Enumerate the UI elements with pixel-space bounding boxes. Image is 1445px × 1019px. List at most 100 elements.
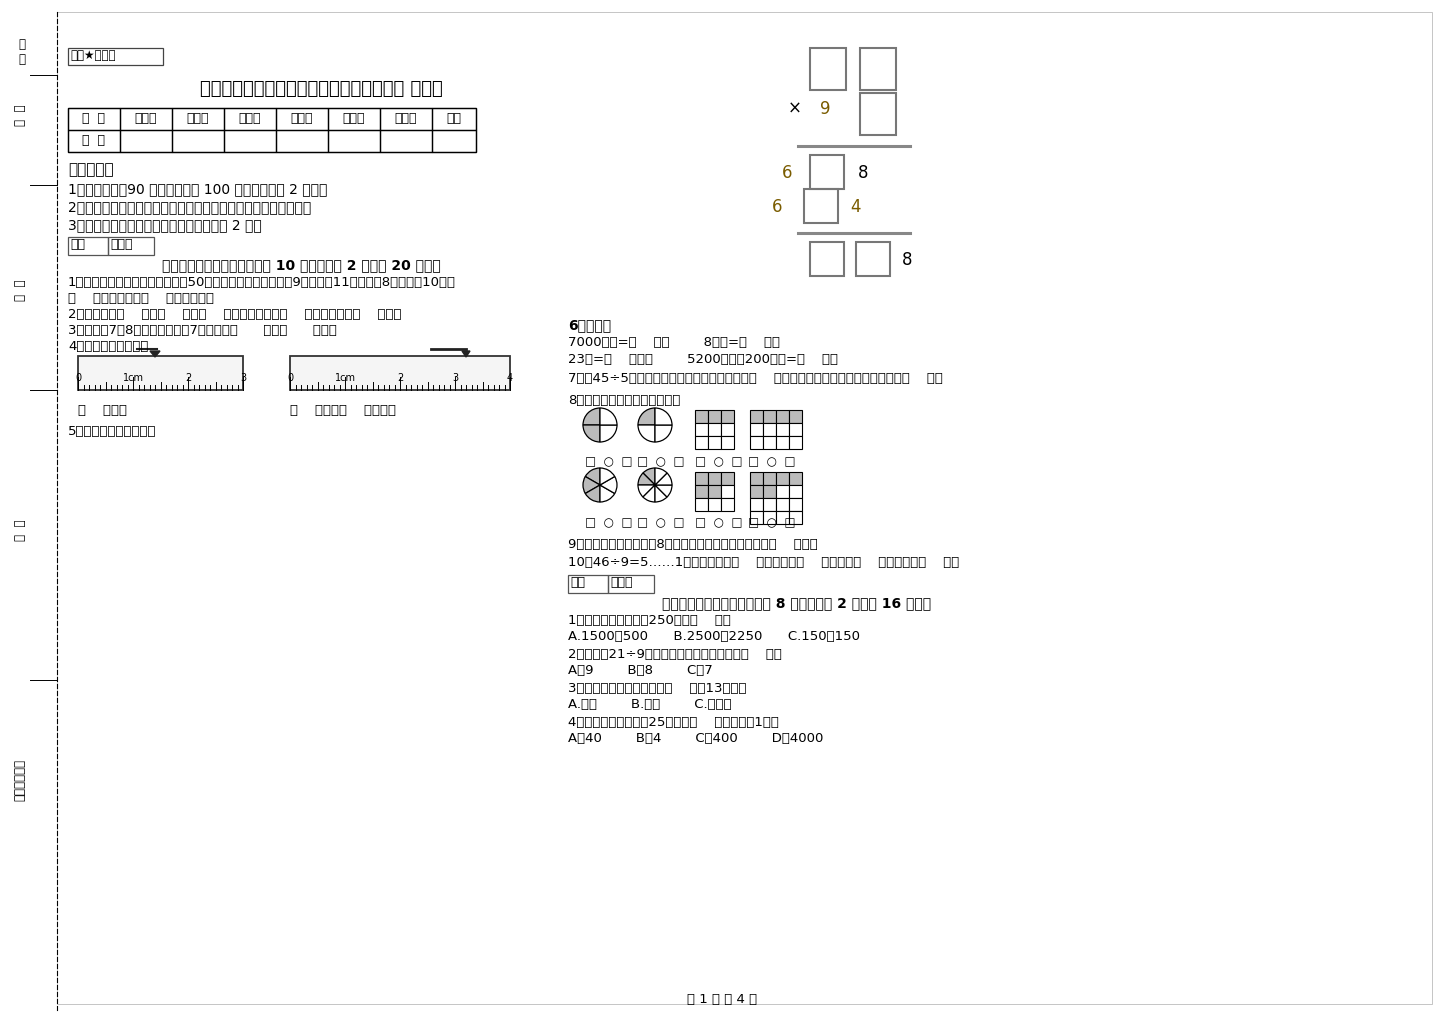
Bar [776, 498, 789, 511]
Text: 计算题: 计算题 [290, 112, 314, 125]
Text: 3、不要在试卷上乱写乱画，卷面不整洁扣 2 分。: 3、不要在试卷上乱写乱画，卷面不整洁扣 2 分。 [68, 218, 262, 232]
Text: 应用题: 应用题 [394, 112, 418, 125]
Text: □  ○  □: □ ○ □ [585, 516, 633, 529]
Text: 得分: 得分 [569, 576, 585, 589]
Wedge shape [643, 468, 655, 485]
Bar [721, 410, 734, 423]
Bar [276, 130, 328, 152]
Text: 学  校: 学 校 [13, 520, 26, 541]
Bar [68, 108, 120, 130]
Bar [721, 436, 734, 449]
Text: 7000千克=（    ）吨        8千克=（    ）克: 7000千克=（ ）吨 8千克=（ ）克 [568, 336, 780, 348]
Text: 判断题: 判断题 [238, 112, 262, 125]
Bar [695, 485, 708, 498]
Text: 综合题: 综合题 [342, 112, 366, 125]
Text: 题  号: 题 号 [82, 112, 105, 125]
Text: 2、要使口21÷9的商是三位数，口里只能填（    ）。: 2、要使口21÷9的商是三位数，口里只能填（ ）。 [568, 648, 782, 661]
Bar [708, 436, 721, 449]
Bar [290, 356, 510, 390]
Text: 内蒙古重点小学三年级数学下学期月考试卷 附解析: 内蒙古重点小学三年级数学下学期月考试卷 附解析 [199, 81, 442, 98]
Text: □  ○  □: □ ○ □ [637, 516, 685, 529]
Bar [721, 498, 734, 511]
Text: （    ）毫米: （ ）毫米 [78, 404, 127, 417]
Bar [763, 436, 776, 449]
Bar [120, 108, 172, 130]
Polygon shape [462, 351, 470, 357]
Text: 得  分: 得 分 [82, 135, 105, 147]
Bar [708, 423, 721, 436]
Bar [172, 108, 224, 130]
Wedge shape [639, 473, 655, 485]
Bar [750, 485, 763, 498]
Text: □  ○  □: □ ○ □ [695, 516, 743, 529]
Text: 评卷人: 评卷人 [110, 238, 133, 251]
Text: 一、用心思考，正确填空（共 10 小题，每题 2 分，共 20 分）。: 一、用心思考，正确填空（共 10 小题，每题 2 分，共 20 分）。 [162, 258, 441, 272]
Bar [750, 472, 763, 485]
Text: A.1500－500      B.2500－2250      C.150＋150: A.1500－500 B.2500－2250 C.150＋150 [568, 630, 860, 643]
Text: 9、小明从一楼到三楼用8秒，照这样他从一楼到五楼用（    ）秒。: 9、小明从一楼到三楼用8秒，照这样他从一楼到五楼用（ ）秒。 [568, 538, 818, 551]
Bar [789, 423, 802, 436]
Bar [380, 108, 432, 130]
Text: 1cm: 1cm [123, 373, 143, 383]
Bar [276, 108, 328, 130]
Bar [328, 108, 380, 130]
Wedge shape [655, 425, 672, 442]
Text: 8、看图写分数，并比较大小。: 8、看图写分数，并比较大小。 [568, 394, 681, 407]
Bar [763, 485, 776, 498]
Bar [78, 356, 243, 390]
Text: 3、按农历计算，有的年份（    ）有13个月。: 3、按农历计算，有的年份（ ）有13个月。 [568, 682, 747, 695]
Text: 10、46÷9=5……1中，被除数是（    ），除数是（    ），商是（    ），余数是（    ）。: 10、46÷9=5……1中，被除数是（ ），除数是（ ），商是（ ），余数是（ … [568, 556, 959, 569]
Bar [789, 410, 802, 423]
Bar [608, 575, 655, 593]
Bar [750, 498, 763, 511]
Bar [224, 130, 276, 152]
Bar [789, 498, 802, 511]
Wedge shape [600, 408, 617, 425]
Bar [789, 472, 802, 485]
Bar [811, 155, 844, 189]
Wedge shape [600, 425, 617, 442]
Text: 4、平均每个同学体重25千克，（    ）名同学重1吨。: 4、平均每个同学体重25千克，（ ）名同学重1吨。 [568, 716, 779, 729]
Bar [763, 511, 776, 524]
Text: 8: 8 [858, 164, 868, 182]
Wedge shape [582, 477, 600, 493]
Bar [695, 436, 708, 449]
Bar [224, 108, 276, 130]
Text: 选择题: 选择题 [186, 112, 210, 125]
Text: 3: 3 [452, 373, 458, 383]
Text: 总分: 总分 [447, 112, 461, 125]
Text: 2: 2 [185, 373, 191, 383]
Text: 6: 6 [782, 164, 792, 182]
Bar [776, 410, 789, 423]
Text: ×: × [788, 100, 802, 118]
Text: 乡镇（街道）: 乡镇（街道） [13, 759, 26, 801]
Bar [721, 472, 734, 485]
Bar [776, 511, 789, 524]
Text: 2、你出生于（    ）年（    ）月（    ）日，那一年是（    ）年，全年有（    ）天。: 2、你出生于（ ）年（ ）月（ ）日，那一年是（ ）年，全年有（ ）天。 [68, 308, 402, 321]
Bar [708, 472, 721, 485]
Text: 2、请首先按要求在试卷的指定位置填写您的姓名、班级、学号。: 2、请首先按要求在试卷的指定位置填写您的姓名、班级、学号。 [68, 200, 311, 214]
Wedge shape [600, 477, 617, 493]
Bar [776, 423, 789, 436]
Text: 4、量出钉子的长度。: 4、量出钉子的长度。 [68, 340, 149, 353]
Text: （    ）厘米（    ）毫米。: （ ）厘米（ ）毫米。 [290, 404, 396, 417]
Bar [108, 237, 155, 255]
Text: 3、时针在7和8之间，分针指向7，这时是（      ）时（      ）分。: 3、时针在7和8之间，分针指向7，这时是（ ）时（ ）分。 [68, 324, 337, 337]
Text: 9: 9 [819, 100, 831, 118]
Bar [763, 423, 776, 436]
Bar [763, 410, 776, 423]
Text: 8: 8 [902, 251, 912, 269]
Wedge shape [582, 408, 600, 425]
Wedge shape [600, 485, 614, 502]
Wedge shape [639, 485, 655, 497]
Text: 二、反复比较，慎重选择（共 8 小题，每题 2 分，共 16 分）。: 二、反复比较，慎重选择（共 8 小题，每题 2 分，共 16 分）。 [662, 596, 931, 610]
Text: 1cm: 1cm [334, 373, 355, 383]
Wedge shape [582, 425, 600, 442]
Text: 题
号: 题 号 [19, 38, 26, 66]
Bar [328, 130, 380, 152]
Text: 1、考试时间：90 分钟，满分为 100 分（含卷面分 2 分）。: 1、考试时间：90 分钟，满分为 100 分（含卷面分 2 分）。 [68, 182, 328, 196]
Bar [708, 485, 721, 498]
Bar [811, 242, 844, 276]
Text: A、40        B、4        C、400        D、4000: A、40 B、4 C、400 D、4000 [568, 732, 824, 745]
Bar [811, 48, 845, 90]
